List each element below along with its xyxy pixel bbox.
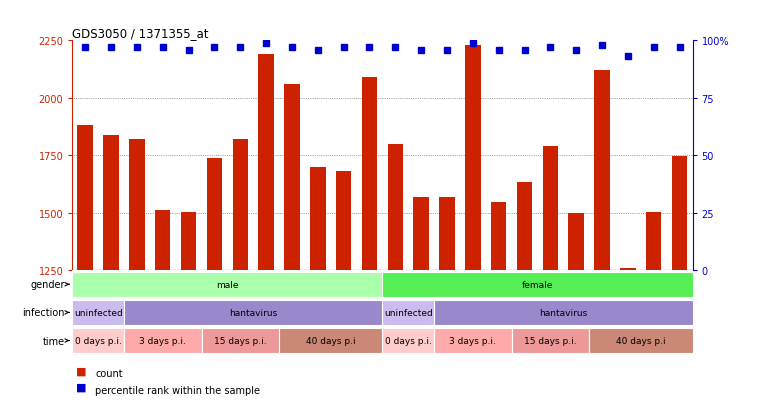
Bar <box>620 268 635 271</box>
Text: uninfected: uninfected <box>74 308 123 317</box>
Bar <box>383 272 693 297</box>
Text: gender: gender <box>30 280 65 290</box>
Bar <box>202 328 279 354</box>
Text: male: male <box>216 280 239 289</box>
Bar <box>672 157 687 271</box>
Bar <box>129 140 145 271</box>
Bar <box>103 135 119 271</box>
Bar <box>336 172 352 271</box>
Bar <box>383 300 434 325</box>
Bar <box>646 212 661 271</box>
Bar <box>72 328 124 354</box>
Bar <box>491 203 507 271</box>
Bar <box>233 140 248 271</box>
Bar <box>72 272 383 297</box>
Text: 15 days p.i.: 15 days p.i. <box>214 336 266 345</box>
Bar <box>589 328 693 354</box>
Bar <box>155 211 170 271</box>
Text: female: female <box>522 280 553 289</box>
Text: 40 days p.i: 40 days p.i <box>616 336 666 345</box>
Text: 0 days p.i.: 0 days p.i. <box>385 336 431 345</box>
Bar <box>517 182 532 271</box>
Bar <box>383 328 434 354</box>
Text: hantavirus: hantavirus <box>229 308 277 317</box>
Bar <box>259 55 274 271</box>
Text: hantavirus: hantavirus <box>540 308 587 317</box>
Bar <box>413 197 429 271</box>
Text: ■: ■ <box>76 366 87 375</box>
Text: uninfected: uninfected <box>384 308 432 317</box>
Text: 3 days p.i.: 3 days p.i. <box>139 336 186 345</box>
Bar <box>72 300 124 325</box>
Bar <box>279 328 383 354</box>
Bar <box>361 78 377 271</box>
Bar <box>465 46 481 271</box>
Text: 3 days p.i.: 3 days p.i. <box>450 336 496 345</box>
Text: time: time <box>43 336 65 346</box>
Text: count: count <box>95 368 123 378</box>
Text: percentile rank within the sample: percentile rank within the sample <box>95 385 260 395</box>
Text: 0 days p.i.: 0 days p.i. <box>75 336 122 345</box>
Bar <box>124 300 383 325</box>
Text: infection: infection <box>22 308 65 318</box>
Bar <box>207 158 222 271</box>
Bar <box>124 328 202 354</box>
Bar <box>434 328 511 354</box>
Bar <box>310 167 326 271</box>
Bar <box>594 71 610 271</box>
Text: ■: ■ <box>76 382 87 392</box>
Bar <box>78 126 93 271</box>
Text: 40 days p.i: 40 days p.i <box>306 336 355 345</box>
Text: 15 days p.i.: 15 days p.i. <box>524 336 577 345</box>
Bar <box>434 300 693 325</box>
Bar <box>181 212 196 271</box>
Bar <box>568 213 584 271</box>
Bar <box>284 85 300 271</box>
Bar <box>439 197 455 271</box>
Bar <box>511 328 589 354</box>
Bar <box>387 145 403 271</box>
Text: GDS3050 / 1371355_at: GDS3050 / 1371355_at <box>72 27 209 40</box>
Bar <box>543 147 558 271</box>
